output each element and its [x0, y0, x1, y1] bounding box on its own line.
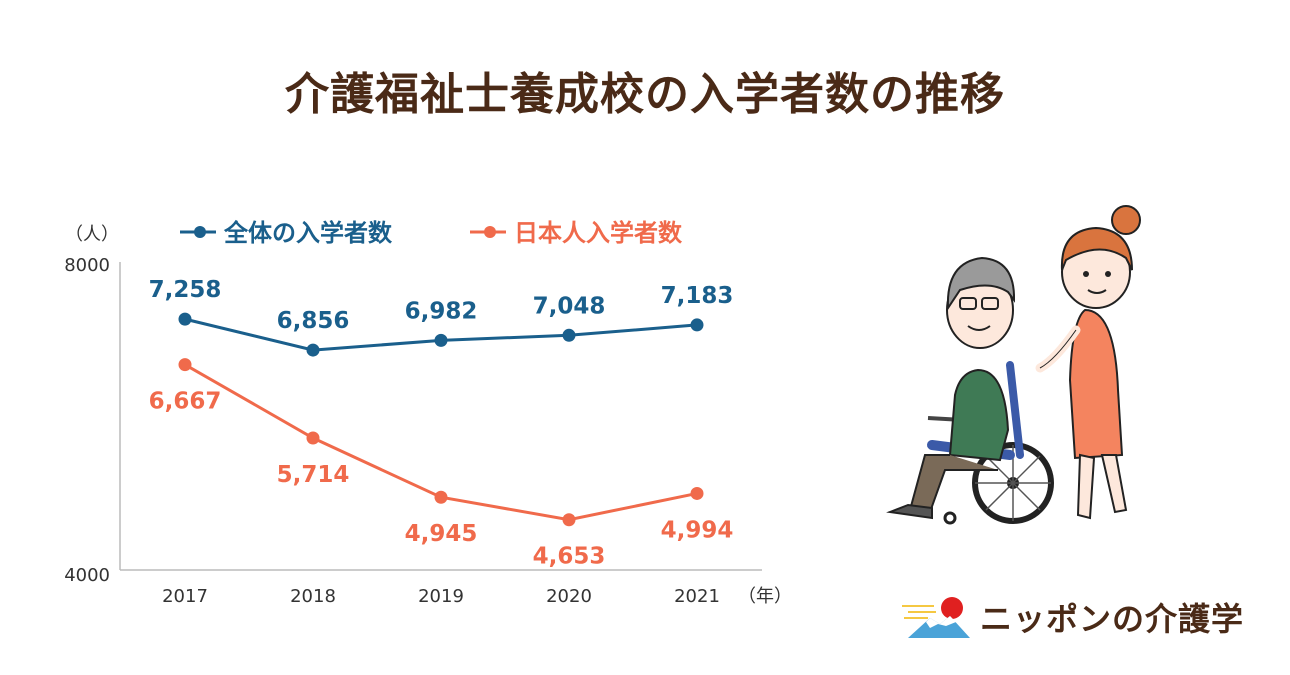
- legend-label: 日本人入学者数: [514, 219, 683, 247]
- x-tick-label: 2018: [290, 586, 336, 607]
- y-tick-label-top: 8000: [64, 255, 110, 276]
- data-point: [690, 486, 704, 500]
- caregiver-wheelchair-illustration: [886, 205, 1141, 525]
- data-point: [562, 328, 576, 342]
- brand-logo: ニッポンの介護学: [900, 592, 1244, 642]
- chart-title: 介護福祉士養成校の入学者数の推移: [285, 69, 1005, 120]
- x-tick-label: 2021: [674, 586, 720, 607]
- data-label: 4,994: [661, 517, 734, 543]
- legend-marker: [194, 226, 206, 238]
- data-point: [690, 318, 704, 332]
- data-label: 7,258: [149, 277, 222, 303]
- data-point: [434, 333, 448, 347]
- x-tick-label: 2019: [418, 586, 464, 607]
- data-label: 4,945: [405, 521, 478, 547]
- x-tick-label: 2017: [162, 586, 208, 607]
- data-label: 6,856: [277, 308, 350, 334]
- x-tick-label: 2020: [546, 586, 592, 607]
- data-label: 6,667: [149, 389, 222, 415]
- data-point: [306, 431, 320, 445]
- data-label: 6,982: [405, 298, 478, 324]
- brand-name: ニッポンの介護学: [980, 600, 1245, 638]
- mount-fuji-sun-icon: [902, 597, 970, 638]
- data-point: [562, 513, 576, 527]
- data-point: [306, 343, 320, 357]
- legend-label: 全体の入学者数: [223, 219, 393, 247]
- x-unit-label: （年）: [738, 586, 792, 607]
- y-tick-label-bottom: 4000: [64, 565, 110, 586]
- data-point: [178, 312, 192, 326]
- caregiver-apron: [1068, 308, 1124, 460]
- line-chart: （人） 8000 4000 （年） 2017 2018 2019 2020 2021 全…: [64, 219, 792, 607]
- y-unit-label: （人）: [65, 224, 119, 245]
- data-point: [178, 358, 192, 372]
- legend-marker: [484, 226, 496, 238]
- data-label: 5,714: [277, 462, 350, 488]
- data-label: 7,048: [533, 293, 606, 319]
- data-label: 4,653: [533, 544, 606, 570]
- data-point: [434, 490, 448, 504]
- data-label: 7,183: [661, 283, 734, 309]
